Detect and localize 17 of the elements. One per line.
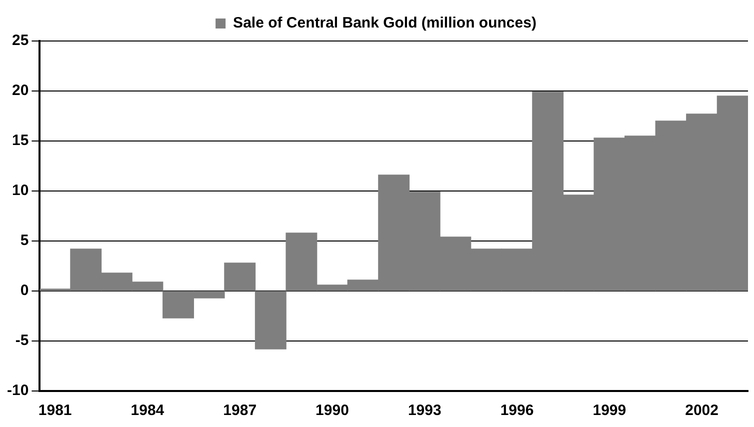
y-tick-label: 15 [12, 132, 29, 150]
x-tick-label: 1981 [38, 402, 72, 420]
y-tick-label: -10 [6, 382, 29, 400]
y-tick-label: 20 [12, 82, 29, 100]
x-tick-label: 1987 [223, 402, 257, 420]
x-tick-label: 1984 [130, 402, 165, 420]
y-tick-label: 0 [20, 282, 29, 300]
y-tick-label: 5 [20, 232, 29, 250]
x-tick-label: 1996 [500, 402, 534, 420]
legend-label: Sale of Central Bank Gold (million ounces) [233, 14, 536, 32]
x-tick-label: 1999 [592, 402, 626, 420]
y-tick-label: 10 [12, 182, 29, 200]
y-tick-label: 25 [12, 32, 29, 50]
x-tick-label: 2002 [685, 402, 718, 420]
y-tick-label: -5 [15, 332, 29, 350]
x-tick-label: 1990 [316, 402, 349, 420]
x-tick-label: 1993 [408, 402, 442, 420]
